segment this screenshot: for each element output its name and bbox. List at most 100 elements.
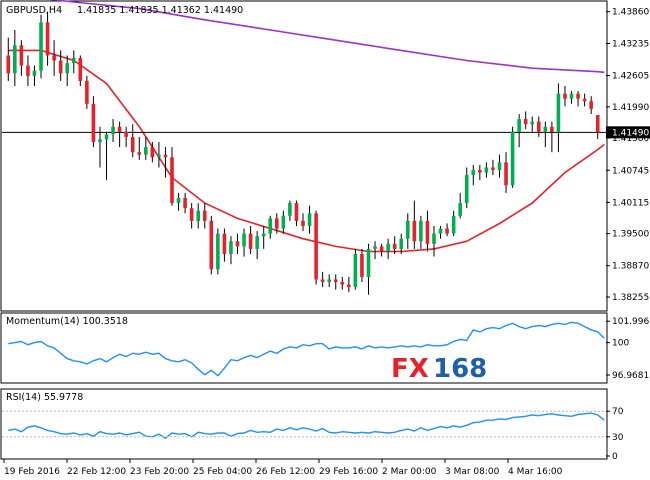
candle-body [235, 241, 240, 247]
candle-body [379, 246, 384, 252]
candle-body [320, 279, 325, 282]
candle-body [445, 228, 449, 234]
x-tick-label: 3 Mar 08:00 [445, 467, 500, 477]
candle-body [65, 63, 70, 74]
fx168-watermark: FX 168 [391, 354, 487, 384]
candle-body [117, 126, 122, 132]
candle-body [464, 175, 469, 204]
candle-body [39, 22, 43, 71]
candle-body [405, 220, 410, 239]
symbol-timeframe-title: GBPUSD,H4 [6, 5, 62, 16]
x-tick-label: 26 Feb 12:00 [256, 467, 315, 477]
candle-body [202, 210, 207, 221]
candle-body [497, 162, 502, 170]
y-tick-label: 1.40115 [612, 198, 649, 208]
x-tick-label: 2 Mar 00:00 [382, 467, 437, 477]
candle-body [19, 45, 24, 66]
axes: 1.43860 1.43235 1.42605 1.41990 1.41380 1.407… [3, 8, 650, 477]
y-tick-label: 1.41380 [612, 134, 649, 144]
candle-body [163, 154, 168, 158]
candle-body [301, 220, 305, 226]
candle-body [170, 157, 174, 204]
candle-body [91, 103, 96, 142]
candle-body [327, 279, 331, 282]
candle-body [530, 121, 535, 125]
candle-body [550, 126, 554, 132]
candle-body [157, 154, 161, 158]
candle-body [261, 233, 266, 237]
candle-body [281, 215, 286, 229]
y-tick-label: 30 [612, 433, 624, 443]
x-tick-label: 23 Feb 20:00 [130, 467, 189, 477]
main-panel-frame [0, 0, 608, 312]
candle-body [307, 213, 312, 226]
candle-body [189, 208, 194, 221]
candle-body [589, 101, 593, 109]
candle-body [314, 213, 318, 280]
candle-body [432, 233, 436, 244]
candle-body [13, 45, 17, 74]
watermark-number: 168 [433, 354, 487, 384]
candle-body [556, 93, 561, 132]
y-tick-label: 0 [612, 452, 618, 462]
candle-body [543, 126, 548, 132]
candle-body [124, 131, 128, 137]
x-tick-label: 4 Mar 16:00 [508, 467, 563, 477]
y-tick-label: 101.996 [612, 317, 649, 327]
y-tick-label: 1.40745 [612, 166, 649, 176]
fast-moving-average-line [8, 49, 605, 253]
candle-body [471, 170, 476, 176]
candle-body [399, 238, 404, 249]
candle-body [229, 241, 233, 254]
y-tick-label: 1.43860 [612, 8, 649, 18]
ohlc-readout: 1.41835 1.41835 1.41362 1.41490 [77, 5, 243, 16]
candle-body [144, 147, 148, 155]
candle-body [478, 170, 482, 173]
momentum-panel-frame [0, 312, 608, 384]
candle-body [45, 22, 50, 56]
x-tick-label: 19 Feb 2016 [4, 467, 60, 477]
y-tick-label: 1.39500 [612, 230, 649, 240]
candle-body [366, 248, 371, 277]
candle-body [425, 220, 430, 244]
candle-body [576, 93, 580, 99]
candle-body [196, 210, 201, 221]
candle-body [130, 136, 135, 153]
candle-body [392, 243, 397, 249]
candle-body [458, 203, 462, 216]
candle-body [58, 60, 63, 74]
candle-body [111, 126, 115, 135]
candle-body [248, 233, 253, 249]
candle-body [412, 220, 417, 242]
x-tick-label: 22 Feb 12:00 [67, 467, 126, 477]
candle-body [484, 167, 489, 173]
candle-body [85, 80, 89, 104]
y-tick-label: 1.43235 [612, 39, 649, 49]
candle-body [288, 203, 292, 216]
candle-body [347, 284, 351, 288]
candle-body [517, 119, 521, 132]
y-tick-label: 1.42605 [612, 72, 649, 82]
price-marker-box [606, 126, 650, 139]
watermark-fx: FX [391, 354, 429, 384]
candle-body [176, 198, 181, 204]
candle-body [268, 218, 273, 234]
candle-body [275, 218, 279, 229]
slow-moving-average-line [49, 0, 605, 74]
rsi-panel-frame [0, 388, 608, 460]
price-marker-label: 1.41490 [612, 128, 649, 138]
momentum-line [8, 321, 605, 377]
candle-body [582, 98, 587, 102]
candle-body [104, 134, 109, 140]
momentum-panel [8, 321, 605, 377]
candle-body [491, 167, 495, 170]
candle-body [32, 70, 37, 76]
candle-body [438, 228, 443, 234]
candle-body [6, 55, 11, 74]
momentum-title: Momentum(14) 100.3518 [6, 316, 128, 327]
candle-body [595, 115, 600, 133]
candle-body [386, 243, 390, 252]
main-panel [2, 0, 606, 295]
candle-body [360, 254, 364, 277]
